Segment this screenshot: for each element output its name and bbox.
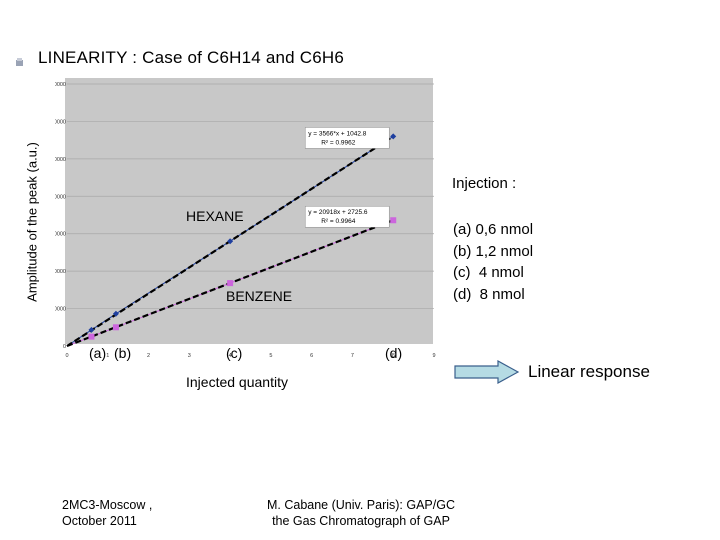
x-tick-label: 8 <box>392 353 395 358</box>
right-arrow-icon <box>454 360 520 384</box>
tick-labels: 0 500000 1000000 1500000 2000000 2500000 30000… <box>55 82 436 358</box>
x-tick-label: 4 <box>229 353 232 358</box>
y-tick-label: 1000000 <box>55 269 66 275</box>
equation-text: y = 20918x + 2725.6 <box>308 209 368 216</box>
grid-lines <box>67 83 434 309</box>
point-label-a: (a) <box>89 345 107 361</box>
data-point <box>112 310 119 317</box>
data-point <box>112 324 119 331</box>
slide-title: LINEARITY : Case of C6H14 and C6H6 <box>38 48 345 67</box>
footer-author: M. Cabane (Univ. Paris): GAP/GC the Gas … <box>254 497 468 529</box>
x-tick-label: 3 <box>188 353 191 358</box>
injection-item: (d) 8 nmol <box>453 285 525 303</box>
y-tick-label: 2000000 <box>55 194 66 200</box>
linearity-chart: 0 500000 1000000 1500000 2000000 2500000 30000… <box>55 78 436 358</box>
y-tick-label: 3500000 <box>55 82 66 88</box>
y-tick-label: 2500000 <box>55 157 66 163</box>
footer-subtitle-line: the Gas Chromatograph of GAP <box>272 514 450 528</box>
injection-item: (c) 4 nmol <box>453 264 524 281</box>
equation-boxes: y = 3566*x + 1042.8 R² = 0.9962 y = 20918x… <box>304 127 390 228</box>
injection-title: Injection : <box>452 175 517 192</box>
y-tick-label: 0 <box>63 344 66 350</box>
injection-item: (b) 1,2 nmol <box>453 242 534 260</box>
series-label-benzene: BENZENE <box>226 288 293 304</box>
injection-item: (a) 0,6 nmol <box>453 221 534 238</box>
x-tick-label: 0 <box>65 353 68 358</box>
point-label-b: (b) <box>114 345 132 361</box>
data-point <box>390 133 397 140</box>
x-tick-label: 9 <box>432 353 435 358</box>
footer-date-line: October 2011 <box>62 514 137 528</box>
footer-event: 2MC3-Moscow , October 2011 <box>62 497 152 529</box>
y-tick-label: 1500000 <box>55 232 66 238</box>
equation-text: y = 3566*x + 1042.8 <box>308 130 367 137</box>
data-point <box>88 326 95 333</box>
point-label-c: (c) <box>226 345 243 361</box>
data-point <box>390 217 397 224</box>
data-points <box>88 133 397 340</box>
x-axis-label: Injected quantity <box>186 374 288 390</box>
conclusion-text: Linear response <box>528 362 650 381</box>
y-axis-label: Amplitude of the peak (a.u.) <box>24 142 40 302</box>
x-tick-label: 2 <box>147 353 150 358</box>
footer-event-line: 2MC3-Moscow , <box>62 498 153 512</box>
r-squared-text: R² = 0.9964 <box>321 218 356 225</box>
footer-author-line: M. Cabane (Univ. Paris): GAP/GC <box>266 498 455 512</box>
x-tick-label: 5 <box>269 353 272 358</box>
y-tick-label: 3000000 <box>55 119 66 125</box>
bullet-icon <box>16 58 23 66</box>
x-tick-label: 1 <box>106 353 109 358</box>
data-point <box>227 280 234 287</box>
data-point <box>227 238 234 245</box>
equation-box <box>304 127 390 149</box>
injection-list: (a) 0,6 nmol (b) 1,2 nmol (c) 4 nmol (d)… <box>453 219 533 305</box>
y-tick-label: 500000 <box>55 307 66 313</box>
series-label-hexane: HEXANE <box>186 208 244 224</box>
x-tick-label: 7 <box>351 353 354 358</box>
equation-box <box>304 205 390 228</box>
r-squared-text: R² = 0.9962 <box>321 139 356 146</box>
point-label-d: (d) <box>385 345 403 361</box>
x-tick-label: 6 <box>310 353 313 358</box>
data-point <box>88 333 95 340</box>
